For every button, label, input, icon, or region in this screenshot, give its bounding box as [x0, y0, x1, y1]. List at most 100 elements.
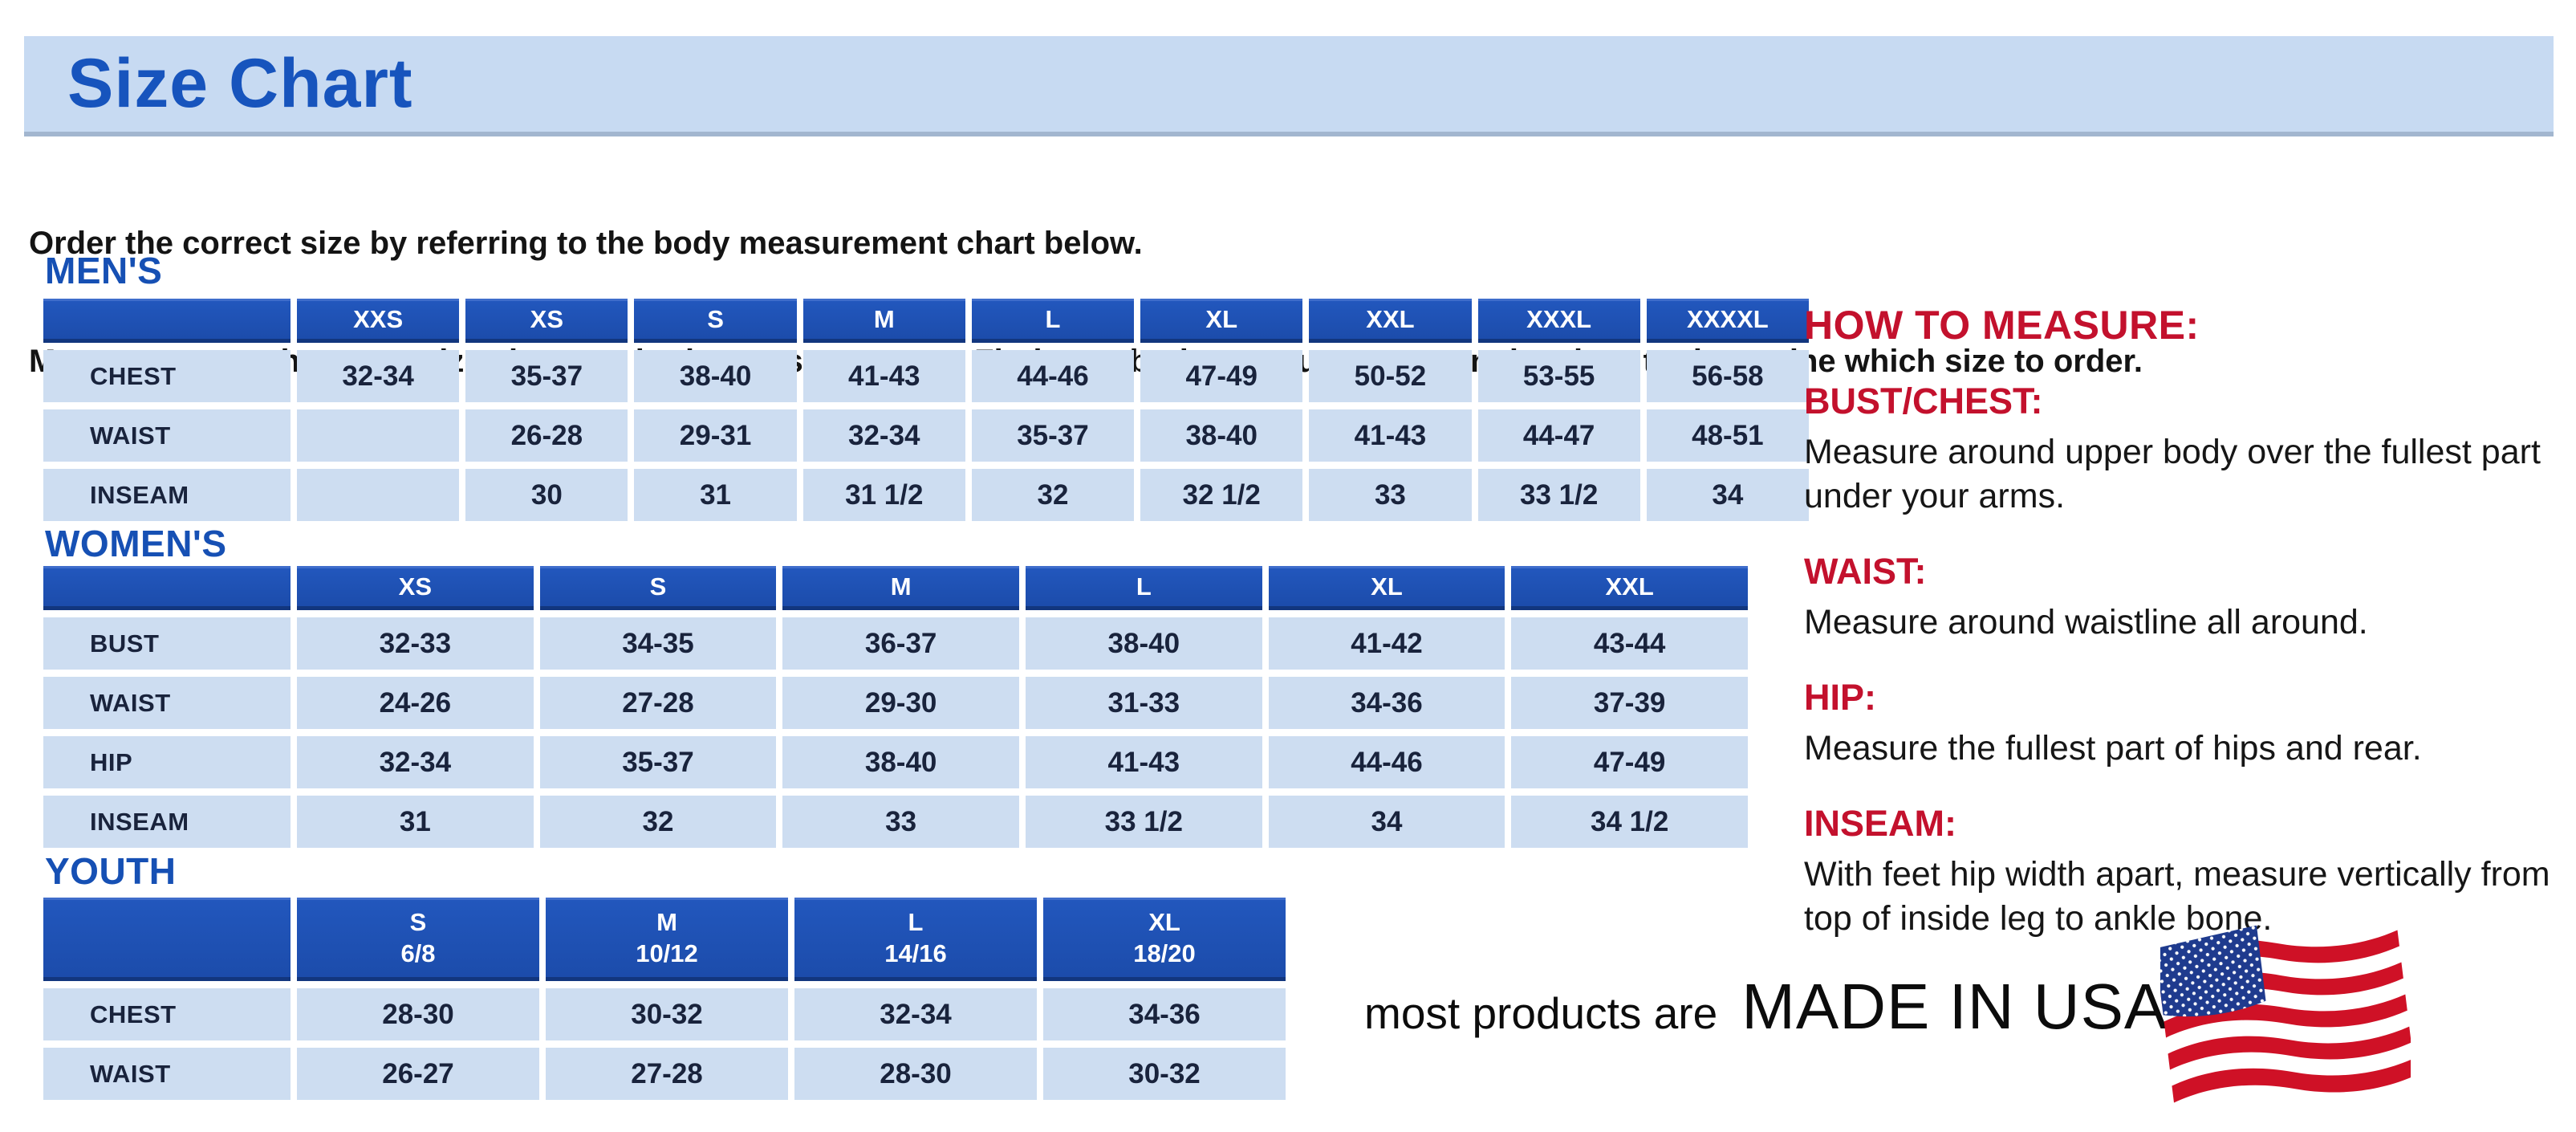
measurement-row: CHEST 28-30 30-32 32-34 34-36: [43, 988, 1286, 1040]
size-header-cell: XS: [297, 566, 534, 610]
size-header-cell: XL: [1268, 566, 1505, 610]
measurement-cell: 33 1/2: [1477, 469, 1640, 521]
corner-cell: [43, 566, 291, 610]
measurement-row: WAIST 24-26 27-28 29-30 31-33 34-36 37-39: [43, 677, 1748, 729]
measurement-row: WAIST 26-28 29-31 32-34 35-37 38-40 41-43 44-47…: [43, 409, 1809, 462]
row-label-cell: INSEAM: [43, 796, 291, 848]
made-in-usa-text: MADE IN USA: [1741, 971, 2168, 1042]
measurement-cell: 41-43: [1309, 409, 1472, 462]
row-label-cell: CHEST: [43, 988, 291, 1040]
measurement-cell: 28-30: [297, 988, 539, 1040]
us-flag-icon: [2160, 922, 2411, 1108]
measurement-cell: 47-49: [1140, 350, 1303, 402]
womens-size-table-container: XS S M L XL XXL BUST 32-33 34-35 36-37 38-40 41-42 4…: [43, 566, 1748, 848]
measurement-cell: 31-33: [1025, 677, 1262, 729]
section-heading-youth: YOUTH: [45, 850, 177, 892]
measurement-cell: 33: [782, 796, 1019, 848]
measurement-cell: [297, 469, 460, 521]
measurement-cell: 32 1/2: [1140, 469, 1303, 521]
measurement-cell: 41-43: [802, 350, 965, 402]
measurement-cell: 34-35: [539, 617, 777, 670]
size-header-cell: S 6/8: [297, 898, 539, 981]
size-header-cell: L: [971, 299, 1135, 343]
measurement-row: HIP 32-34 35-37 38-40 41-43 44-46 47-49: [43, 736, 1748, 788]
measure-label-bust-chest: BUST/CHEST:: [1804, 381, 2043, 421]
row-label-cell: HIP: [43, 736, 291, 788]
measure-label-hip: HIP:: [1804, 677, 1876, 718]
measurement-cell: 50-52: [1309, 350, 1472, 402]
measurement-cell: 30: [465, 469, 628, 521]
measurement-cell: 27-28: [539, 677, 777, 729]
row-label-cell: BUST: [43, 617, 291, 670]
measurement-cell: 33: [1309, 469, 1472, 521]
size-header-cell: XXXL: [1477, 299, 1640, 343]
measurement-cell: 48-51: [1646, 409, 1809, 462]
measurement-cell: 53-55: [1477, 350, 1640, 402]
made-in-usa-line: most products are MADE IN USA: [1364, 970, 2168, 1044]
mens-size-table: XXS XS S M L XL XXL XXXL XXXXL CHEST 32-34 35-37 38-…: [37, 291, 1815, 528]
measurement-cell: 56-58: [1646, 350, 1809, 402]
row-label-cell: WAIST: [43, 677, 291, 729]
size-header-cell: XS: [465, 299, 628, 343]
measurement-cell: 32: [971, 469, 1135, 521]
measurement-cell: 44-47: [1477, 409, 1640, 462]
measurement-cell: 43-44: [1511, 617, 1748, 670]
measurement-cell: 33 1/2: [1025, 796, 1262, 848]
measurement-cell: 32-34: [794, 988, 1037, 1040]
measurement-cell: 37-39: [1511, 677, 1748, 729]
measurement-cell: 27-28: [546, 1048, 788, 1100]
size-header-cell: XXL: [1511, 566, 1748, 610]
measurement-cell: 29-31: [634, 409, 797, 462]
size-header-cell: M 10/12: [546, 898, 788, 981]
measurement-cell: 30-32: [546, 988, 788, 1040]
measurement-cell: 41-42: [1268, 617, 1505, 670]
how-to-measure-panel: HOW TO MEASURE: BUST/CHEST: Measure arou…: [1804, 302, 2574, 941]
row-label-cell: WAIST: [43, 1048, 291, 1100]
row-label-cell: WAIST: [43, 409, 291, 462]
size-header-cell: M: [782, 566, 1019, 610]
measurement-row: BUST 32-33 34-35 36-37 38-40 41-42 43-44: [43, 617, 1748, 670]
size-header-row: XS S M L XL XXL: [43, 566, 1748, 610]
size-header-cell: S: [539, 566, 777, 610]
measurement-cell: 32-34: [297, 736, 534, 788]
measure-text-waist: Measure around waistline all around.: [1804, 603, 2368, 641]
measurement-cell: 38-40: [634, 350, 797, 402]
measurement-cell: 32: [539, 796, 777, 848]
measurement-cell: 26-27: [297, 1048, 539, 1100]
measurement-cell: 32-33: [297, 617, 534, 670]
measurement-cell: 44-46: [1268, 736, 1505, 788]
measurement-cell: 41-43: [1025, 736, 1262, 788]
youth-size-table: S 6/8 M 10/12 L 14/16 XL 18/20 CHEST 28-30 30-…: [37, 890, 1292, 1107]
measurement-cell: 30-32: [1043, 1048, 1286, 1100]
measurement-row: INSEAM 30 31 31 1/2 32 32 1/2 33 33 1/2 34: [43, 469, 1809, 521]
measurement-cell: 34-36: [1268, 677, 1505, 729]
measurement-cell: 38-40: [1025, 617, 1262, 670]
measurement-cell: 47-49: [1511, 736, 1748, 788]
size-header-cell: M: [802, 299, 965, 343]
measurement-cell: 32-34: [297, 350, 460, 402]
measure-label-waist: WAIST:: [1804, 551, 1927, 592]
mens-size-table-container: XXS XS S M L XL XXL XXXL XXXXL CHEST 32-34 35-37 38-…: [43, 299, 1809, 521]
page-title: Size Chart: [67, 45, 413, 122]
measurement-cell: 34: [1268, 796, 1505, 848]
corner-cell: [43, 898, 291, 981]
measurement-cell: 38-40: [1140, 409, 1303, 462]
how-to-measure-title: HOW TO MEASURE:: [1804, 303, 2200, 348]
measurement-cell: 34: [1646, 469, 1809, 521]
size-header-cell: L 14/16: [794, 898, 1037, 981]
section-heading-mens: MEN'S: [45, 250, 163, 291]
measurement-cell: [297, 409, 460, 462]
measurement-row: INSEAM 31 32 33 33 1/2 34 34 1/2: [43, 796, 1748, 848]
size-header-row: XXS XS S M L XL XXL XXXL XXXXL: [43, 299, 1809, 343]
size-header-cell: XXL: [1309, 299, 1472, 343]
measurement-cell: 35-37: [465, 350, 628, 402]
measure-text-inseam: With feet hip width apart, measure verti…: [1804, 855, 2550, 938]
size-header-cell: XL 18/20: [1043, 898, 1286, 981]
size-header-cell: XXXXL: [1646, 299, 1809, 343]
size-header-cell: XXS: [297, 299, 460, 343]
measure-text-bust-chest: Measure around upper body over the fulle…: [1804, 433, 2541, 515]
womens-size-table: XS S M L XL XXL BUST 32-33 34-35 36-37 38-40 41-42 4…: [37, 559, 1754, 855]
measurement-cell: 32-34: [802, 409, 965, 462]
measure-text-hip: Measure the fullest part of hips and rea…: [1804, 729, 2422, 768]
measurement-cell: 44-46: [971, 350, 1135, 402]
